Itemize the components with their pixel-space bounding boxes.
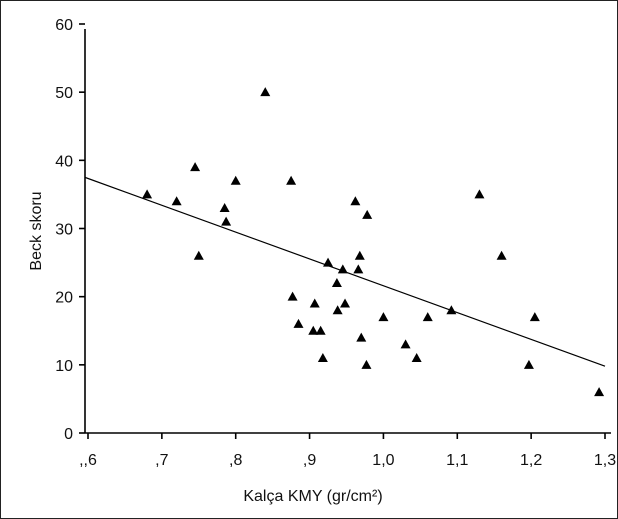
x-tick-label: ,8 <box>229 452 242 469</box>
data-point <box>496 250 507 260</box>
data-point <box>331 278 342 288</box>
x-axis-title: Kalça KMY (gr/cm²) <box>243 488 382 505</box>
axes <box>84 29 611 434</box>
data-point <box>315 325 326 335</box>
data-point <box>171 196 182 206</box>
data-point <box>260 87 271 97</box>
y-tick-label: 40 <box>55 153 73 170</box>
data-point <box>361 359 372 369</box>
y-ticks: 0 10 20 30 40 50 60 <box>55 17 85 443</box>
data-point <box>332 305 343 315</box>
data-point <box>190 162 201 172</box>
x-tick-label: 1,2 <box>520 452 542 469</box>
data-point <box>293 318 304 328</box>
data-point <box>287 291 298 301</box>
data-point <box>523 359 534 369</box>
data-point <box>378 312 389 322</box>
data-points <box>142 87 605 397</box>
x-tick-label: 1,0 <box>372 452 394 469</box>
y-axis-title: Beck skoru <box>28 191 45 270</box>
data-point <box>337 264 348 274</box>
y-tick-label: 30 <box>55 222 73 239</box>
data-point <box>353 264 364 274</box>
data-point <box>340 298 351 308</box>
data-point <box>411 353 422 363</box>
x-tick-label: ,,6 <box>79 452 97 469</box>
data-point <box>354 250 365 260</box>
y-tick-label: 0 <box>64 426 73 443</box>
data-point <box>356 332 367 342</box>
data-point <box>362 209 373 219</box>
y-tick-label: 20 <box>55 290 73 307</box>
regression-line <box>84 176 606 367</box>
y-tick-label: 10 <box>55 358 73 375</box>
data-point <box>529 312 540 322</box>
data-point <box>286 175 297 185</box>
x-ticks: ,,6 ,7 ,8 ,9 1,0 1,1 1,2 1,3 <box>79 433 616 469</box>
y-tick-label: 60 <box>55 17 73 34</box>
x-tick-label: ,9 <box>303 452 316 469</box>
data-point <box>221 216 232 226</box>
data-point <box>309 298 320 308</box>
data-point <box>400 339 411 349</box>
y-tick-label: 50 <box>55 85 73 102</box>
data-point <box>474 189 485 199</box>
x-tick-label: 1,3 <box>594 452 616 469</box>
data-point <box>308 325 319 335</box>
data-point <box>317 353 328 363</box>
data-point <box>350 196 361 206</box>
data-point <box>422 312 433 322</box>
data-point <box>193 250 204 260</box>
x-tick-label: 1,1 <box>446 452 468 469</box>
data-point <box>219 203 230 213</box>
x-tick-label: ,7 <box>155 452 168 469</box>
data-point <box>230 175 241 185</box>
data-point <box>594 387 605 397</box>
data-point <box>142 189 153 199</box>
